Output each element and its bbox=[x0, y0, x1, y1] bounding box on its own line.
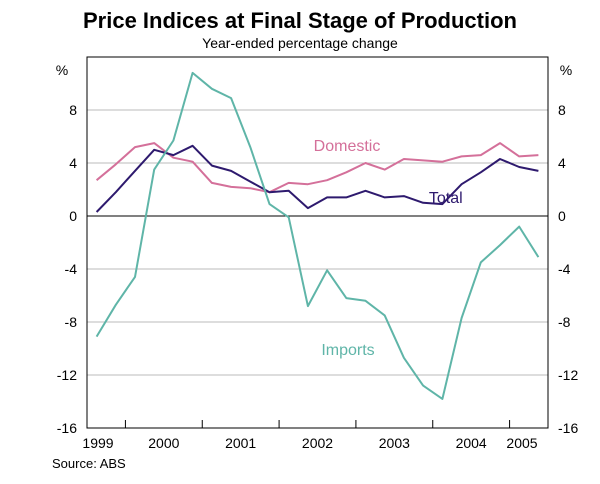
x-tick-label: 1999 bbox=[82, 435, 113, 451]
y-tick-label-right: -8 bbox=[558, 314, 571, 330]
x-tick-label: 2000 bbox=[148, 435, 179, 451]
x-tick-label: 2003 bbox=[379, 435, 410, 451]
y-tick-label-left: -12 bbox=[57, 367, 77, 383]
y-unit-right: % bbox=[560, 62, 572, 78]
y-tick-label-right: -4 bbox=[558, 261, 571, 277]
series-line-domestic bbox=[95, 142, 539, 194]
y-tick-label-left: 4 bbox=[69, 155, 77, 171]
y-tick-label-right: 4 bbox=[558, 155, 566, 171]
series-label-imports: Imports bbox=[321, 342, 374, 359]
y-tick-label-right: -16 bbox=[558, 420, 578, 436]
y-tick-label-right: 0 bbox=[558, 208, 566, 224]
y-unit-left: % bbox=[56, 62, 68, 78]
y-tick-label-left: 0 bbox=[69, 208, 77, 224]
x-tick-label: 2004 bbox=[456, 435, 487, 451]
y-tick-label-left: -8 bbox=[65, 314, 78, 330]
source-note: Source: ABS bbox=[52, 456, 126, 471]
series-line-total bbox=[95, 144, 539, 213]
plot-frame bbox=[86, 56, 549, 429]
x-tick-label: 2002 bbox=[302, 435, 333, 451]
y-tick-label-right: 8 bbox=[558, 102, 566, 118]
y-tick-label-left: -16 bbox=[57, 420, 77, 436]
y-tick-label-right: -12 bbox=[558, 367, 578, 383]
series-label-domestic: Domestic bbox=[314, 138, 381, 155]
chart-title: Price Indices at Final Stage of Producti… bbox=[83, 8, 517, 33]
y-tick-label-left: -4 bbox=[65, 261, 78, 277]
chart-subtitle: Year-ended percentage change bbox=[202, 35, 398, 51]
x-tick-label: 2005 bbox=[506, 435, 537, 451]
series-label-total: Total bbox=[429, 190, 463, 207]
x-tick-label: 2001 bbox=[225, 435, 256, 451]
series-line-imports bbox=[95, 71, 540, 400]
y-tick-label-left: 8 bbox=[69, 102, 77, 118]
